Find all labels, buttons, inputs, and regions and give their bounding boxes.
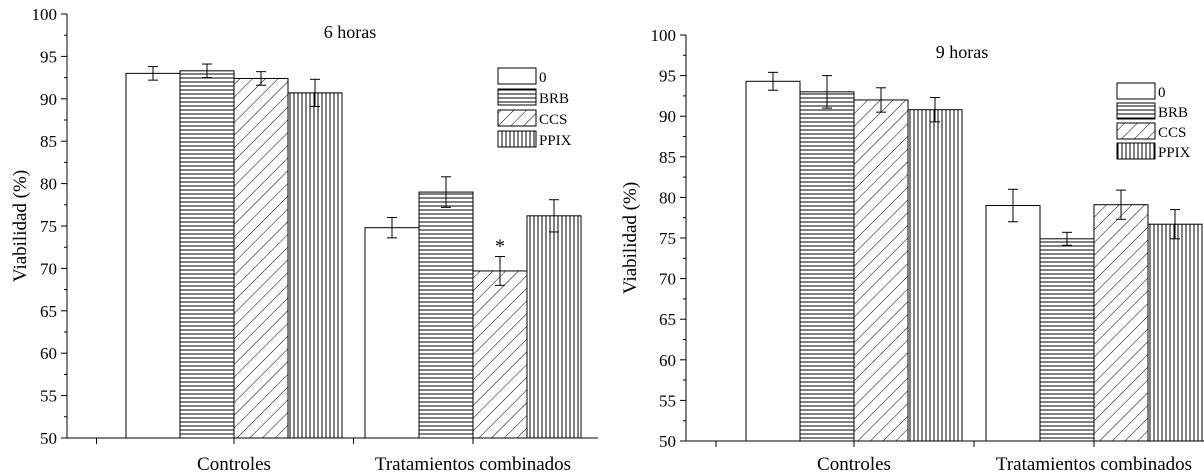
y-tick-label: 75 [659,229,676,248]
y-tick-label: 75 [40,217,57,236]
chart-panel-2: 50 55 60 65 70 75 80 85 90 95 100 Viabilidad (%) 9 h… [620,26,1204,475]
bar-0 [364,227,420,439]
bar-ccs [1093,204,1149,442]
y-tick-label: 85 [40,132,57,151]
legend-label: BRB [1158,105,1188,121]
bar-0 [745,80,801,442]
legend-swatch [497,67,537,85]
y-tick-label: 65 [40,302,57,321]
y-tick-label: 70 [659,270,676,289]
bar-brb [799,91,855,442]
legend-swatch [1116,102,1156,120]
y-tick-label: 55 [40,387,57,406]
y-tick-label: 95 [40,47,57,66]
y-tick-label: 100 [651,26,677,45]
bar-ccs [853,99,909,442]
legend-label: CCS [1158,125,1186,141]
y-tick-label: 70 [40,259,57,278]
legend-label: PPIX [539,133,572,149]
category-label: Controles [817,454,891,475]
legend-swatch [497,109,537,127]
significance-marker: * [495,236,505,258]
y-tick-label: 65 [659,310,676,329]
chart-title: 6 horas [324,22,377,42]
chart-title: 9 horas [936,42,989,62]
bar-0 [985,205,1041,442]
y-tick-label: 50 [40,429,57,448]
bar-ppix [287,92,343,439]
legend-label: PPIX [1158,145,1191,161]
bar-ccs [233,77,289,439]
legend-swatch [497,130,537,148]
y-tick-label: 100 [32,5,58,24]
bar-ppix [1147,223,1203,442]
y-tick-label: 60 [40,344,57,363]
legend-swatch [1116,82,1156,100]
legend-label: 0 [539,70,547,86]
category-label: Tratamientos combinados [375,454,571,475]
legend-label: BRB [539,91,569,107]
y-tick-label: 50 [659,432,676,451]
y-tick-label: 95 [659,67,676,86]
bar-ccs [472,270,528,439]
chart-panel-1: 50 55 60 65 70 75 80 85 90 95 100 Viabilidad (%) 6 h… [10,5,598,475]
bar-brb [179,70,235,439]
bar-ppix [526,215,582,439]
y-tick-label: 80 [659,188,676,207]
y-tick-label: 85 [659,148,676,167]
bar-0 [125,72,181,439]
legend-swatch [497,88,537,106]
bar-brb [418,191,474,439]
legend-label: CCS [539,112,567,128]
y-tick-label: 55 [659,391,676,410]
y-tick-label: 60 [659,351,676,370]
legend: 0 BRB CCS PPIX [1116,82,1191,161]
y-axis-label: Viabilidad (%) [10,170,31,282]
bar-ppix [907,109,963,442]
y-axis-label: Viabilidad (%) [620,182,641,294]
bar-brb [1039,238,1095,442]
legend-label: 0 [1158,85,1166,101]
y-tick-label: 80 [40,175,57,194]
y-tick-label: 90 [659,107,676,126]
y-tick-label: 90 [40,90,57,109]
legend: 0 BRB CCS PPIX [497,67,572,149]
category-label: Controles [197,454,271,475]
category-label: Tratamientos combinados [996,454,1192,475]
legend-swatch [1116,122,1156,140]
legend-swatch [1116,142,1156,160]
